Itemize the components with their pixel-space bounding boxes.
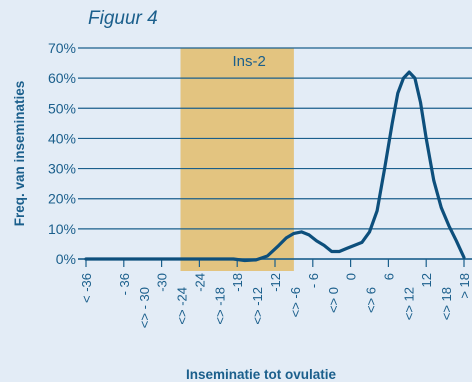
y-tick-label: 20% xyxy=(48,191,76,207)
x-axis-label: Inseminatie tot ovulatie xyxy=(186,367,337,382)
x-tick-label: > 18 xyxy=(457,273,472,299)
x-tick-label: -12<> -6 xyxy=(268,273,303,317)
x-tick-label: -18<> -12 xyxy=(230,273,265,325)
x-tick-label: 12<> 18 xyxy=(419,273,454,320)
y-tick-labels: 0% 10% 20% 30% 40% 50% 60% 70% xyxy=(48,40,76,267)
x-tick-label: 0<> 6 xyxy=(344,273,379,313)
y-tick-label: 10% xyxy=(48,221,76,237)
y-tick-label: 50% xyxy=(48,100,76,116)
x-tick-label: -30<> -24 xyxy=(155,273,190,325)
figure-label: Figuur 4 xyxy=(88,8,158,29)
y-tick-label: 60% xyxy=(48,70,76,86)
series-line xyxy=(84,70,466,263)
x-tick-labels: < -36 - 36<> - 30-30<> -24-24<> -18-18<> … xyxy=(79,273,472,328)
x-tick-label: 6<> 12 xyxy=(381,273,416,320)
highlight-band xyxy=(180,48,294,271)
y-tick-label: 70% xyxy=(48,40,76,56)
y-tick-label: 0% xyxy=(56,251,76,267)
highlight-label: Ins-2 xyxy=(233,53,266,70)
x-tick-label: -24<> -18 xyxy=(192,273,227,325)
x-tick-label: - 6<> 0 xyxy=(306,273,341,313)
x-tick-label: - 36<> - 30 xyxy=(117,273,152,328)
y-tick-label: 30% xyxy=(48,161,76,177)
y-tick-label: 40% xyxy=(48,130,76,146)
x-tick-label: < -36 xyxy=(79,273,94,303)
y-axis-label: Freq. van inseminaties xyxy=(12,81,27,227)
